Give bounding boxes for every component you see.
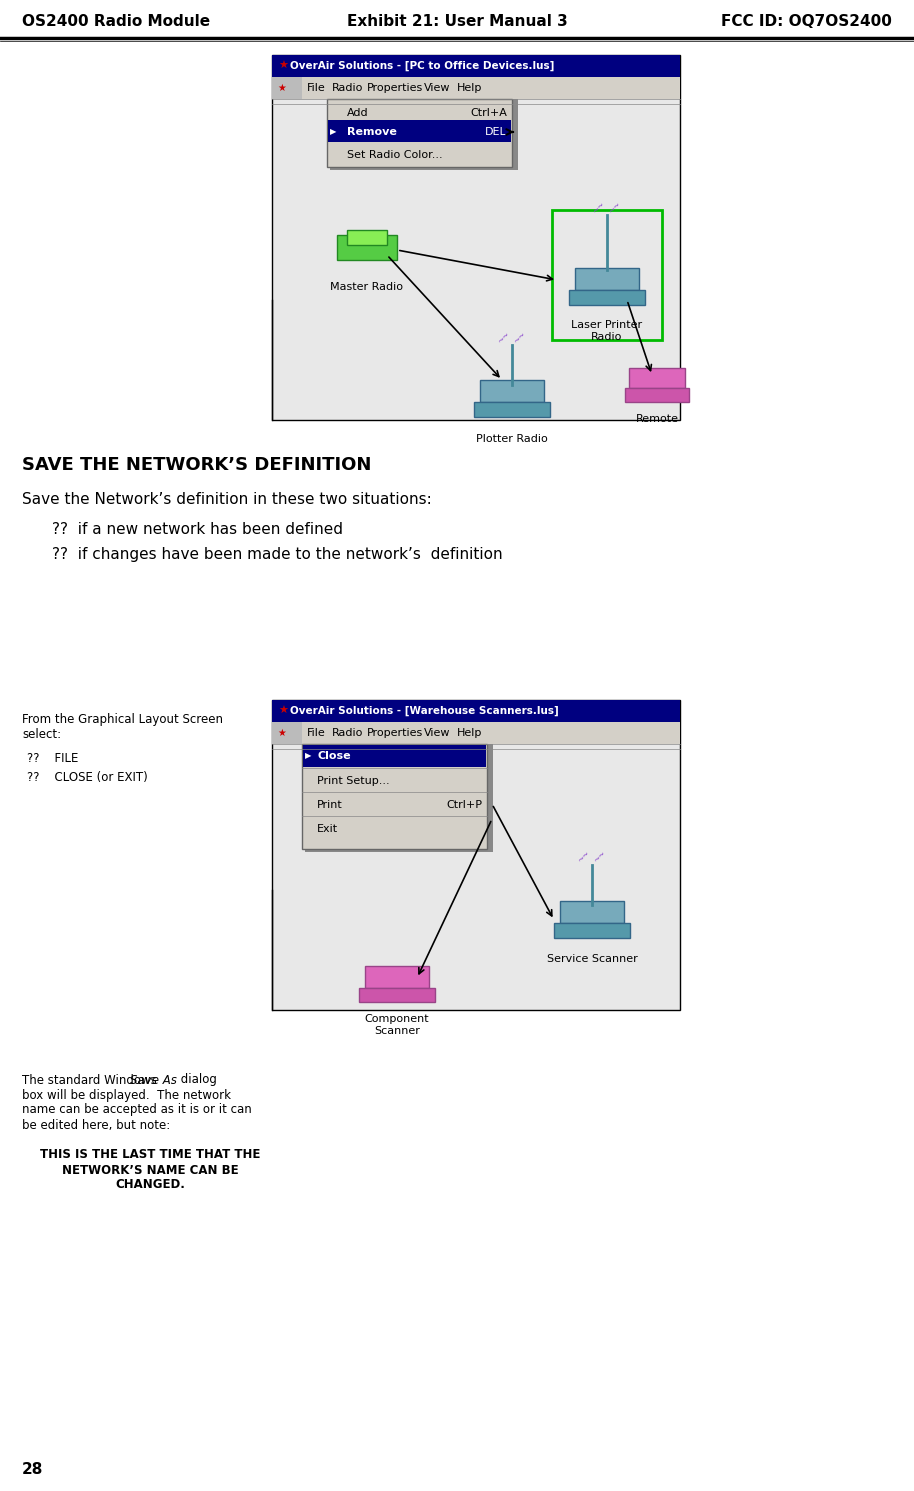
Text: Laser Printer: Laser Printer (571, 321, 643, 330)
Text: Save As: Save As (130, 1074, 177, 1087)
Text: ??    CLOSE (or EXIT): ?? CLOSE (or EXIT) (27, 771, 148, 784)
Text: Exhibit 21: User Manual 3: Exhibit 21: User Manual 3 (346, 15, 568, 30)
Bar (474, 403, 550, 417)
Text: Scanner: Scanner (374, 1026, 420, 1036)
Text: Remote: Remote (635, 414, 678, 423)
Text: ▶: ▶ (305, 751, 312, 760)
Text: Help: Help (457, 83, 483, 92)
Text: OverAir Solutions - [PC to Office Devices.lus]: OverAir Solutions - [PC to Office Device… (290, 61, 555, 72)
Text: Radio: Radio (332, 83, 364, 92)
Text: ★: ★ (278, 707, 288, 716)
Text: select:: select: (22, 729, 61, 741)
Text: ~~: ~~ (592, 848, 608, 865)
Bar (569, 291, 645, 306)
Text: ~~: ~~ (512, 330, 528, 346)
Text: ★: ★ (277, 83, 286, 92)
Text: OverAir Solutions - [Warehouse Scanners.lus]: OverAir Solutions - [Warehouse Scanners.… (290, 705, 558, 716)
Bar (330, 98, 518, 170)
Bar (552, 210, 662, 340)
Bar (305, 744, 493, 851)
Text: 28: 28 (22, 1463, 43, 1478)
Text: Ctrl+P: Ctrl+P (446, 801, 482, 810)
Text: File: File (307, 83, 325, 92)
Text: Close: Close (317, 751, 351, 760)
Bar (575, 268, 639, 291)
Text: ??    FILE: ?? FILE (27, 751, 79, 765)
Bar (272, 55, 680, 78)
Text: Ctrl+A: Ctrl+A (470, 107, 507, 118)
Bar (272, 699, 680, 722)
Text: The standard Windows: The standard Windows (22, 1074, 161, 1087)
Text: ~~: ~~ (576, 848, 592, 865)
Text: Master Radio: Master Radio (331, 282, 403, 292)
Bar (272, 55, 680, 420)
Text: OS2400 Radio Module: OS2400 Radio Module (22, 15, 210, 30)
Text: be edited here, but note:: be edited here, but note: (22, 1118, 170, 1132)
Bar (272, 699, 680, 1009)
Text: Plotter Radio: Plotter Radio (476, 434, 547, 444)
Text: Exit: Exit (317, 825, 338, 833)
Text: DEL: DEL (485, 127, 507, 137)
Text: dialog: dialog (177, 1074, 217, 1087)
Bar (272, 722, 302, 744)
Bar (347, 230, 387, 245)
Text: THIS IS THE LAST TIME THAT THE: THIS IS THE LAST TIME THAT THE (40, 1148, 260, 1161)
Text: Print Setup...: Print Setup... (317, 775, 389, 786)
Bar (560, 901, 624, 923)
Text: Help: Help (457, 728, 483, 738)
Text: Save the Network’s definition in these two situations:: Save the Network’s definition in these t… (22, 492, 431, 507)
Text: Radio: Radio (332, 728, 364, 738)
Bar (272, 78, 680, 98)
Text: ★: ★ (278, 61, 288, 72)
Text: Component: Component (365, 1014, 430, 1024)
Text: box will be displayed.  The network: box will be displayed. The network (22, 1088, 231, 1102)
Text: From the Graphical Layout Screen: From the Graphical Layout Screen (22, 714, 223, 726)
Text: ~~: ~~ (496, 330, 512, 346)
Text: NETWORK’S NAME CAN BE: NETWORK’S NAME CAN BE (61, 1163, 239, 1176)
Text: Properties: Properties (367, 83, 423, 92)
Text: CHANGED.: CHANGED. (115, 1178, 185, 1191)
Text: Remove: Remove (347, 127, 397, 137)
Text: ~~: ~~ (607, 200, 623, 216)
Bar (272, 78, 302, 98)
Text: FCC ID: OQ7OS2400: FCC ID: OQ7OS2400 (721, 15, 892, 30)
Bar (272, 722, 680, 744)
Text: Set Radio Color...: Set Radio Color... (347, 151, 442, 160)
Bar (303, 746, 486, 766)
Text: ★: ★ (277, 728, 286, 738)
Text: ??  if a new network has been defined: ?? if a new network has been defined (52, 522, 343, 537)
Bar (302, 744, 487, 848)
Text: ▶: ▶ (330, 128, 336, 137)
Bar (480, 380, 544, 403)
Text: Print: Print (317, 801, 343, 810)
Bar (328, 119, 511, 142)
Text: ~~: ~~ (590, 200, 607, 216)
Text: Radio: Radio (591, 332, 622, 341)
Bar (359, 989, 435, 1002)
Bar (327, 98, 512, 167)
Text: File: File (307, 728, 325, 738)
Text: View: View (424, 728, 451, 738)
Text: name can be accepted as it is or it can: name can be accepted as it is or it can (22, 1103, 251, 1117)
Bar (629, 368, 685, 388)
Bar (365, 966, 429, 989)
Text: Service Scanner: Service Scanner (547, 954, 637, 965)
Text: View: View (424, 83, 451, 92)
Text: Properties: Properties (367, 728, 423, 738)
Text: SAVE THE NETWORK’S DEFINITION: SAVE THE NETWORK’S DEFINITION (22, 456, 371, 474)
Text: Add: Add (347, 107, 368, 118)
Bar (625, 388, 689, 403)
Bar (337, 236, 397, 259)
Text: ??  if changes have been made to the network’s  definition: ?? if changes have been made to the netw… (52, 547, 503, 562)
Bar (554, 923, 630, 938)
